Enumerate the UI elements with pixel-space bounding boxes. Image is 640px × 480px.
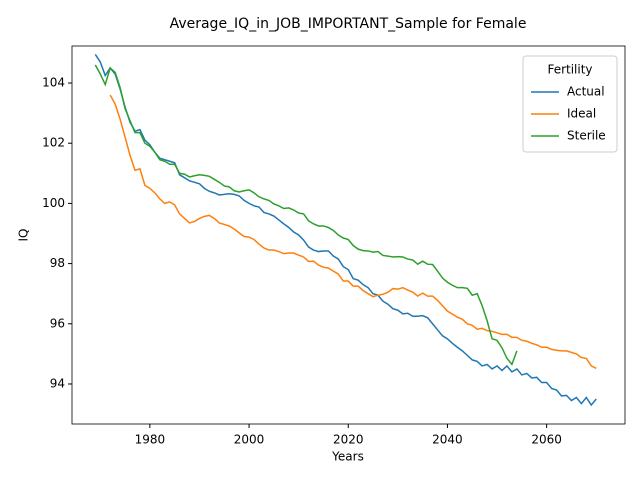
y-axis-label: IQ <box>17 229 31 242</box>
y-tick-label: 100 <box>42 196 65 210</box>
series-line <box>94 64 518 366</box>
y-tick-label: 102 <box>42 136 65 150</box>
y-tick-label: 98 <box>50 256 65 270</box>
x-tick-label: 1980 <box>135 433 166 447</box>
y-tick-label: 96 <box>50 316 65 330</box>
legend-label: Sterile <box>567 129 606 143</box>
plot-frame <box>71 45 626 425</box>
legend-label: Actual <box>567 85 605 99</box>
legend-box <box>522 55 618 153</box>
series-line <box>109 94 597 369</box>
x-tick-label: 2060 <box>531 433 562 447</box>
legend-label: Ideal <box>567 107 596 121</box>
x-tick-label: 2020 <box>333 433 364 447</box>
series-line <box>94 54 597 407</box>
legend-title: Fertility <box>547 63 592 77</box>
y-tick-label: 94 <box>50 376 65 390</box>
x-axis-label: Years <box>331 450 364 464</box>
x-tick-label: 2000 <box>234 433 265 447</box>
y-tick-label: 104 <box>42 76 65 90</box>
x-tick-label: 2040 <box>432 433 463 447</box>
chart-title: Average_IQ_in_JOB_IMPORTANT_Sample for F… <box>170 16 527 32</box>
